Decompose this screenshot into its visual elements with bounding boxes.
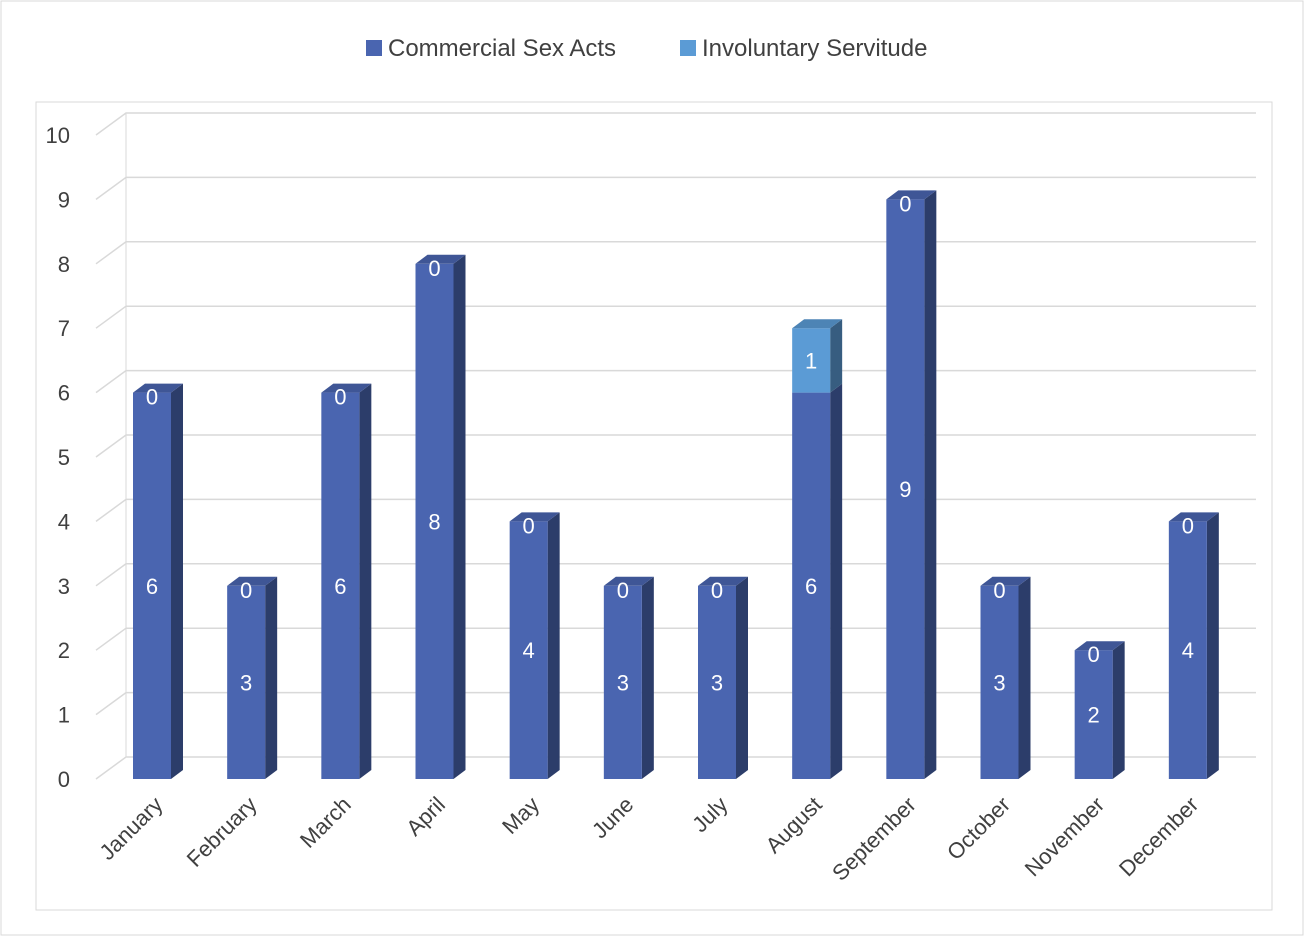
bar-september-0 — [886, 199, 925, 779]
bar-august-0 — [792, 392, 831, 779]
data-label-december-0: 4 — [1182, 638, 1194, 663]
bar-side-november-0 — [1112, 641, 1125, 779]
bar-january-0 — [133, 392, 171, 779]
y-tick-label-5: 5 — [58, 445, 70, 470]
data-label-february-0: 3 — [240, 670, 252, 695]
y-tick-label-10: 10 — [46, 123, 70, 148]
data-label-april-0: 8 — [428, 509, 440, 534]
bar-top-february — [227, 576, 278, 586]
bar-side-october-0 — [1018, 576, 1031, 779]
data-label-august-1: 1 — [805, 348, 817, 373]
y-tick-label-6: 6 — [58, 381, 70, 406]
bar-top-july — [698, 576, 748, 586]
bar-side-june-0 — [641, 576, 654, 779]
data-label-january-0: 6 — [146, 574, 158, 599]
bar-side-april-0 — [453, 254, 466, 780]
y-tick-label-4: 4 — [58, 509, 70, 534]
bar-side-august-0 — [830, 383, 843, 779]
bar-top-october — [980, 576, 1031, 586]
bar-may-0 — [509, 521, 548, 779]
data-label-september-0: 9 — [899, 477, 911, 502]
bar-group-october: 30 — [980, 576, 1031, 779]
data-label-july-0: 3 — [711, 670, 723, 695]
y-tick-label-0: 0 — [58, 767, 70, 792]
y-axis: 0 1 2 3 4 5 6 7 8 9 10 — [46, 123, 70, 792]
data-label-may-0: 4 — [523, 638, 535, 663]
bar-group-may: 40 — [509, 512, 560, 779]
bar-group-january: 60 — [133, 383, 183, 779]
bar-december-0 — [1168, 521, 1207, 779]
data-label-july-1: 0 — [711, 578, 723, 603]
bar-march-0 — [321, 392, 360, 779]
legend: Commercial Sex Acts Involuntary Servitude — [366, 35, 927, 62]
y-tick-label-9: 9 — [58, 187, 70, 212]
data-label-june-1: 0 — [617, 578, 629, 603]
bar-top-april — [415, 254, 466, 264]
bar-group-july: 30 — [698, 576, 748, 779]
y-tick-label-2: 2 — [58, 638, 70, 663]
bar-side-january-0 — [171, 383, 183, 779]
bar-group-september: 90 — [886, 190, 937, 779]
bar-side-february-0 — [265, 576, 278, 779]
bar-april-0 — [415, 263, 454, 779]
bar-july-0 — [698, 585, 736, 779]
bar-top-november — [1074, 641, 1125, 651]
bar-group-june: 30 — [603, 576, 654, 779]
legend-label-0: Commercial Sex Acts — [388, 35, 616, 62]
bar-group-november: 20 — [1074, 641, 1125, 779]
bar-top-december — [1168, 512, 1219, 522]
bar-side-march-0 — [359, 383, 372, 779]
data-label-september-1: 0 — [899, 191, 911, 216]
data-label-october-1: 0 — [993, 578, 1005, 603]
y-tick-label-1: 1 — [58, 703, 70, 728]
y-tick-label-8: 8 — [58, 252, 70, 277]
data-label-january-1: 0 — [146, 385, 158, 410]
bar-group-april: 80 — [415, 254, 466, 780]
data-label-february-1: 0 — [240, 578, 252, 603]
legend-swatch-0 — [366, 40, 382, 56]
bar-top-august — [792, 319, 843, 329]
bar-top-june — [603, 576, 654, 586]
data-label-april-1: 0 — [428, 256, 440, 281]
data-label-march-0: 6 — [334, 574, 346, 599]
legend-swatch-1 — [680, 40, 696, 56]
bar-side-august-1 — [830, 319, 843, 393]
bar-top-may — [509, 512, 560, 522]
data-label-december-1: 0 — [1182, 513, 1194, 538]
bar-group-march: 60 — [321, 383, 372, 779]
gridlines — [95, 112, 1256, 780]
legend-label-1: Involuntary Servitude — [702, 35, 927, 62]
bar-group-december: 40 — [1168, 512, 1219, 779]
data-label-may-1: 0 — [523, 513, 535, 538]
bar-side-september-0 — [924, 190, 937, 779]
data-label-march-1: 0 — [334, 385, 346, 410]
data-label-june-0: 3 — [617, 670, 629, 695]
data-label-october-0: 3 — [993, 670, 1005, 695]
bar-october-0 — [980, 585, 1019, 779]
bar-group-august: 61 — [792, 319, 843, 779]
bar-side-december-0 — [1206, 512, 1219, 779]
y-tick-label-3: 3 — [58, 574, 70, 599]
bar-side-july-0 — [736, 576, 748, 779]
y-tick-label-7: 7 — [58, 316, 70, 341]
bar-group-february: 30 — [227, 576, 278, 779]
bar-august-1 — [792, 328, 831, 393]
data-label-november-1: 0 — [1088, 642, 1100, 667]
data-label-november-0: 2 — [1088, 703, 1100, 728]
bar-november-0 — [1074, 650, 1113, 779]
bar-top-march — [321, 383, 372, 393]
plot-area-frame — [35, 101, 1273, 911]
bar-june-0 — [603, 585, 642, 779]
bar-top-january — [133, 383, 183, 393]
bar-february-0 — [227, 585, 266, 779]
bar-side-may-0 — [547, 512, 560, 779]
data-label-august-0: 6 — [805, 574, 817, 599]
bar-top-september — [886, 190, 937, 200]
